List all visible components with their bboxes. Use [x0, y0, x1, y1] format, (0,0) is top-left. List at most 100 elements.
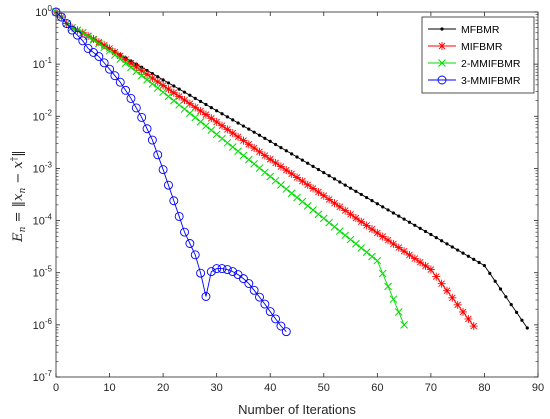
data-point [509, 303, 513, 307]
data-point [180, 227, 189, 237]
data-point [196, 106, 205, 115]
data-point [437, 279, 446, 288]
data-point [191, 103, 200, 112]
data-point [222, 265, 232, 274]
data-point [158, 165, 168, 175]
data-point [255, 147, 264, 156]
data-point [268, 139, 272, 143]
data-point [137, 71, 146, 80]
data-point [416, 258, 425, 267]
y-tick-label: 10-7 [33, 369, 53, 384]
data-point [159, 88, 167, 97]
data-point [244, 279, 254, 288]
x-tick-label: 90 [532, 382, 544, 394]
data-point [126, 59, 135, 68]
data-point [161, 78, 165, 82]
data-point [365, 195, 369, 200]
data-point [432, 272, 441, 281]
data-point [212, 130, 221, 139]
data-point [255, 164, 264, 172]
data-point [228, 143, 237, 151]
data-point [188, 93, 192, 97]
data-point [78, 28, 87, 37]
data-point [466, 254, 470, 258]
data-point [300, 158, 304, 162]
data-point [260, 151, 269, 160]
data-point [410, 254, 419, 263]
data-point [514, 310, 519, 315]
data-point [153, 77, 162, 86]
data-point [265, 307, 275, 316]
series-line [55, 11, 287, 332]
data-point [153, 84, 162, 92]
x-tick-label: 20 [157, 382, 169, 394]
data-point [148, 80, 157, 88]
data-point [126, 93, 136, 103]
data-point [271, 314, 281, 324]
data-point [277, 181, 285, 189]
data-point [159, 81, 168, 90]
data-point [261, 168, 269, 177]
data-point [131, 103, 141, 113]
data-point [464, 314, 473, 323]
data-point [231, 118, 235, 122]
data-point [239, 136, 248, 145]
data-point [186, 109, 194, 118]
data-point [357, 217, 366, 226]
data-point [314, 188, 323, 197]
data-point [182, 90, 187, 94]
data-point [493, 279, 497, 283]
data-point [386, 208, 390, 212]
x-tick-label: 80 [478, 382, 490, 394]
y-tick-label: 10-4 [33, 213, 53, 228]
data-point [62, 19, 72, 29]
data-point [234, 132, 243, 141]
data-point [239, 151, 248, 160]
legend-label: MIFBMR [461, 41, 503, 53]
data-point [421, 261, 430, 270]
data-point [84, 32, 92, 41]
data-point [147, 135, 157, 145]
x-tick-label: 70 [425, 382, 437, 394]
legend-item: MIFBMR [428, 41, 503, 53]
data-point [389, 295, 398, 304]
data-point [271, 158, 280, 167]
data-point [185, 99, 194, 108]
data-point [94, 52, 104, 61]
data-point [362, 221, 371, 230]
series-layer [51, 7, 529, 337]
data-point [384, 236, 393, 245]
data-point [132, 67, 141, 76]
data-point [174, 211, 184, 221]
data-point [244, 140, 253, 149]
data-point [354, 189, 358, 193]
data-point [381, 205, 385, 209]
data-point [252, 130, 256, 134]
legend-label: 2-MMIFBMR [461, 58, 521, 70]
data-point [110, 48, 119, 57]
data-point [218, 134, 226, 143]
data-point [180, 96, 189, 105]
data-point [442, 286, 451, 295]
data-point [335, 202, 344, 211]
y-axis-label: En = ‖xn − x†‖ [10, 150, 28, 243]
data-point [378, 232, 387, 241]
data-point [498, 287, 503, 291]
data-point [295, 155, 299, 159]
data-point [169, 196, 179, 206]
data-point [311, 164, 315, 168]
data-point [287, 169, 296, 178]
legend-label: 3-MMIFBMR [461, 75, 521, 87]
data-point [207, 114, 216, 123]
data-point [150, 71, 154, 76]
data-point [316, 167, 321, 172]
data-point [72, 30, 82, 40]
data-point [223, 125, 232, 134]
legend-item: 2-MMIFBMR [428, 58, 521, 70]
data-point [196, 117, 205, 126]
data-point [284, 149, 288, 153]
data-point [303, 201, 312, 210]
data-point [375, 202, 379, 206]
data-point [309, 206, 317, 214]
data-point [209, 106, 213, 110]
